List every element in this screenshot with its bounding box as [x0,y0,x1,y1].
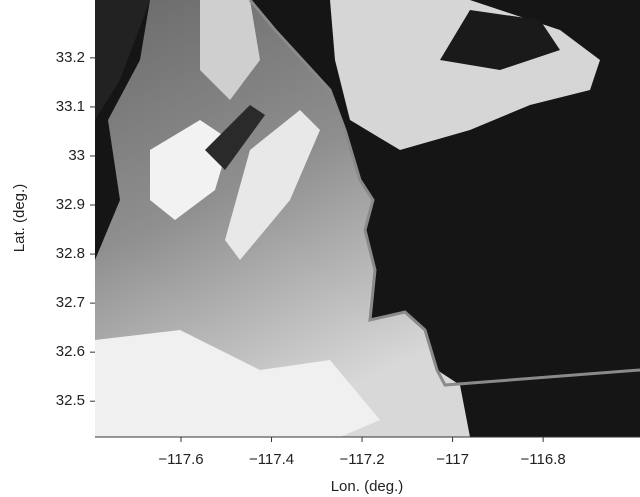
dark-streak [205,105,265,170]
y-tick-label: 32.5 [56,392,85,409]
raster [95,0,640,437]
y-tick-label: 32.8 [56,245,85,262]
bright-streak [200,0,260,100]
y-tick-label: 32.6 [56,343,85,360]
y-tick-label: 33 [68,147,85,164]
coastline [248,0,640,387]
land [95,0,470,437]
dark-patch [440,10,560,70]
x-tick-label: −117 [436,451,469,468]
y-axis-label: Lat. (deg.) [11,184,28,252]
bright-south [95,330,380,437]
x-tick-label: −117.6 [158,451,203,468]
y-tick-label: 32.7 [56,294,85,311]
x-tick-label: −116.8 [521,451,566,468]
bright-streak [225,110,320,260]
y-tick-label: 33.1 [56,98,85,115]
x-tick-label: −117.4 [249,451,294,468]
y-tick-label: 32.9 [56,196,85,213]
x-tick-label: −117.2 [339,451,384,468]
y-tick-label: 33.2 [56,49,85,66]
x-axis-label: Lon. (deg.) [331,478,404,495]
dark-west [95,0,150,120]
